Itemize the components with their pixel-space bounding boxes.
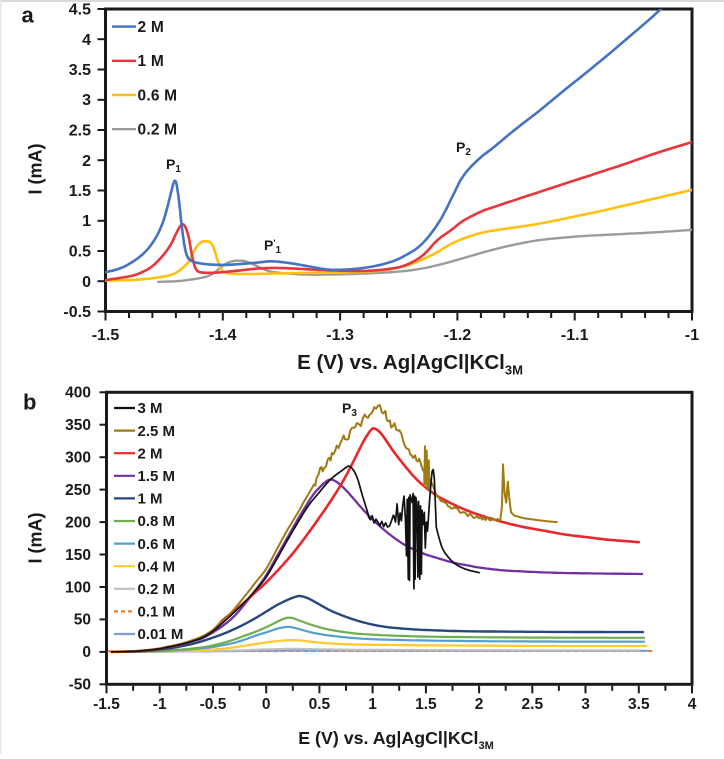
svg-text:-1.5: -1.5 (93, 696, 120, 713)
svg-text:-50: -50 (69, 677, 91, 694)
svg-text:2 M: 2 M (138, 445, 163, 462)
svg-text:150: 150 (65, 547, 91, 564)
svg-text:1: 1 (368, 696, 377, 713)
svg-text:-1: -1 (153, 696, 167, 713)
svg-text:-0.5: -0.5 (63, 304, 91, 321)
svg-text:0.8 M: 0.8 M (138, 513, 176, 530)
svg-text:4: 4 (688, 696, 697, 713)
svg-text:3.5: 3.5 (628, 696, 650, 713)
svg-text:250: 250 (65, 482, 91, 499)
svg-text:3: 3 (82, 92, 91, 109)
svg-text:0.2 M: 0.2 M (138, 122, 178, 139)
svg-text:0: 0 (82, 274, 91, 291)
svg-text:0.1 M: 0.1 M (138, 604, 176, 621)
svg-text:-1.1: -1.1 (561, 327, 589, 344)
svg-text:2: 2 (475, 696, 484, 713)
svg-text:2 M: 2 M (138, 19, 164, 36)
svg-text:1 M: 1 M (138, 491, 163, 508)
svg-text:400: 400 (65, 385, 91, 402)
svg-text:300: 300 (65, 450, 91, 467)
svg-text:I (mA): I (mA) (25, 144, 45, 195)
svg-text:0: 0 (262, 696, 271, 713)
svg-text:350: 350 (65, 417, 91, 434)
svg-text:a: a (22, 3, 35, 28)
svg-text:0.6 M: 0.6 M (138, 536, 176, 553)
svg-text:4: 4 (82, 32, 91, 49)
svg-text:3: 3 (581, 696, 590, 713)
svg-text:2.5 M: 2.5 M (138, 423, 176, 440)
svg-text:0.2 M: 0.2 M (138, 581, 176, 598)
svg-text:2.5: 2.5 (522, 696, 544, 713)
svg-text:I (mA): I (mA) (25, 513, 45, 564)
svg-text:0.5: 0.5 (69, 244, 91, 261)
svg-text:b: b (23, 390, 36, 415)
svg-text:-1.4: -1.4 (209, 327, 237, 344)
svg-text:2: 2 (82, 153, 91, 170)
svg-text:2.5: 2.5 (69, 123, 91, 140)
svg-text:100: 100 (65, 579, 91, 596)
svg-text:200: 200 (65, 514, 91, 531)
svg-text:-1.3: -1.3 (326, 327, 354, 344)
svg-text:E (V) vs. Ag|AgCl|KCl3M: E (V) vs. Ag|AgCl|KCl3M (297, 351, 523, 378)
svg-text:1.5 M: 1.5 M (138, 468, 176, 485)
svg-text:0: 0 (82, 644, 91, 661)
svg-text:50: 50 (74, 612, 91, 629)
svg-text:-1.5: -1.5 (92, 327, 120, 344)
svg-text:-1: -1 (685, 327, 699, 344)
svg-text:0.4 M: 0.4 M (138, 558, 176, 575)
svg-text:1.5: 1.5 (69, 183, 91, 200)
svg-text:-1.2: -1.2 (444, 327, 472, 344)
svg-text:4.5: 4.5 (69, 2, 91, 19)
svg-text:-0.5: -0.5 (200, 696, 227, 713)
svg-text:1 M: 1 M (138, 53, 164, 70)
svg-text:3.5: 3.5 (69, 62, 91, 79)
svg-text:0.01 M: 0.01 M (138, 626, 184, 643)
svg-text:3 M: 3 M (138, 400, 163, 417)
svg-text:0.5: 0.5 (309, 696, 331, 713)
svg-text:1.5: 1.5 (415, 696, 437, 713)
svg-text:0.6 M: 0.6 M (138, 87, 178, 104)
svg-text:1: 1 (82, 213, 91, 230)
